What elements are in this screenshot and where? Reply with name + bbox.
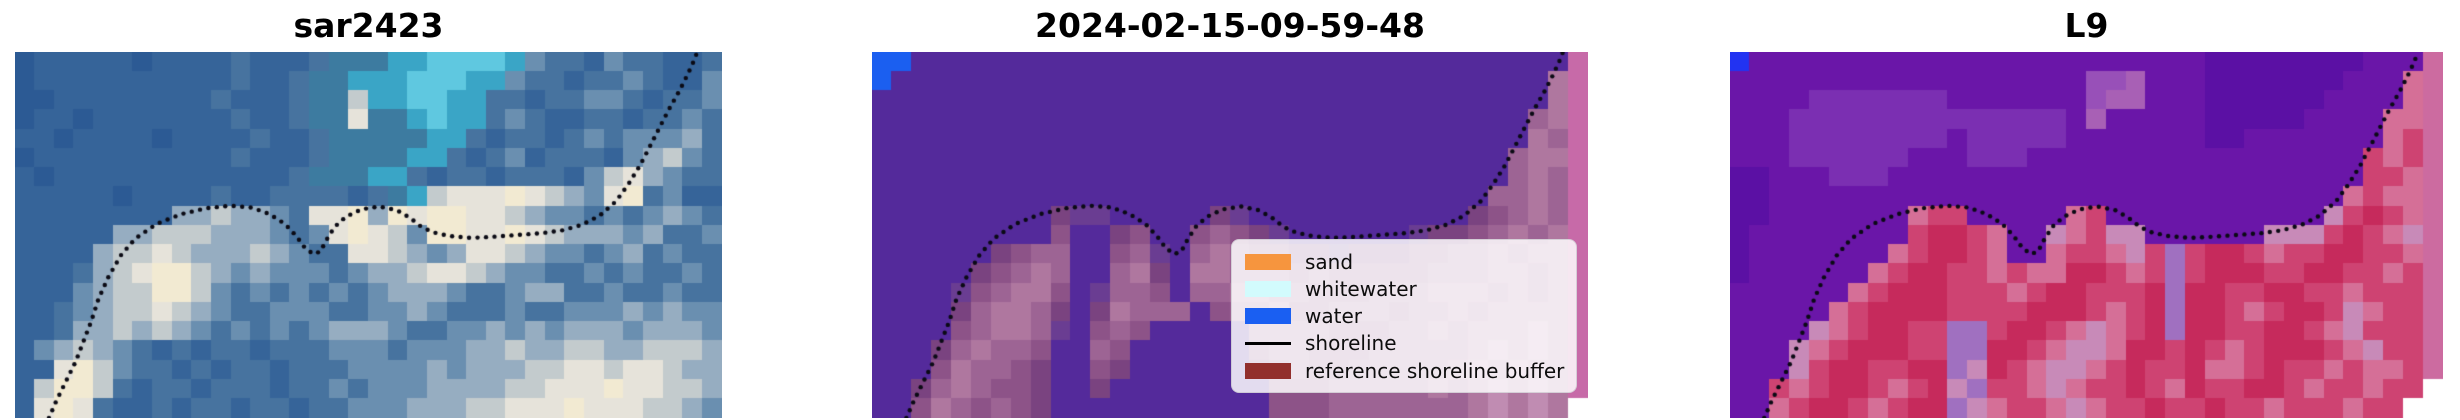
panel-title-sar2423: sar2423 (293, 6, 444, 45)
panel-l9: L9 (1730, 6, 2443, 418)
legend-label-whitewater: whitewater (1305, 276, 1417, 301)
legend-row-reference-buffer: reference shoreline buffer (1245, 358, 1565, 383)
panel-sar2423: sar2423 (15, 6, 722, 418)
legend-swatch-water (1245, 308, 1291, 324)
legend-swatch-sand (1245, 253, 1291, 270)
legend-row-whitewater: whitewater (1245, 276, 1563, 301)
legend-label-shoreline: shoreline (1305, 331, 1397, 356)
panel-title-l9: L9 (2064, 6, 2109, 45)
legend-swatch-reference-buffer (1245, 362, 1291, 379)
sar-satellite-image (15, 52, 722, 418)
legend-swatch-shoreline-line (1245, 341, 1291, 345)
legend-row-sand: sand (1245, 249, 1563, 274)
legend: sand whitewater water shoreline referenc… (1231, 239, 1577, 393)
panel-title-timestamp: 2024-02-15-09-59-48 (1035, 6, 1425, 45)
panel-classified-image: 2024-02-15-09-59-48 sand whitewater wate… (872, 6, 1588, 418)
l9-satellite-image (1730, 52, 2443, 418)
legend-swatch-whitewater (1245, 280, 1291, 297)
legend-label-sand: sand (1305, 249, 1354, 274)
legend-label-water: water (1305, 304, 1362, 328)
legend-row-shoreline: shoreline (1245, 331, 1563, 356)
legend-label-reference-buffer: reference shoreline buffer (1305, 358, 1565, 383)
legend-row-water: water (1245, 304, 1563, 329)
